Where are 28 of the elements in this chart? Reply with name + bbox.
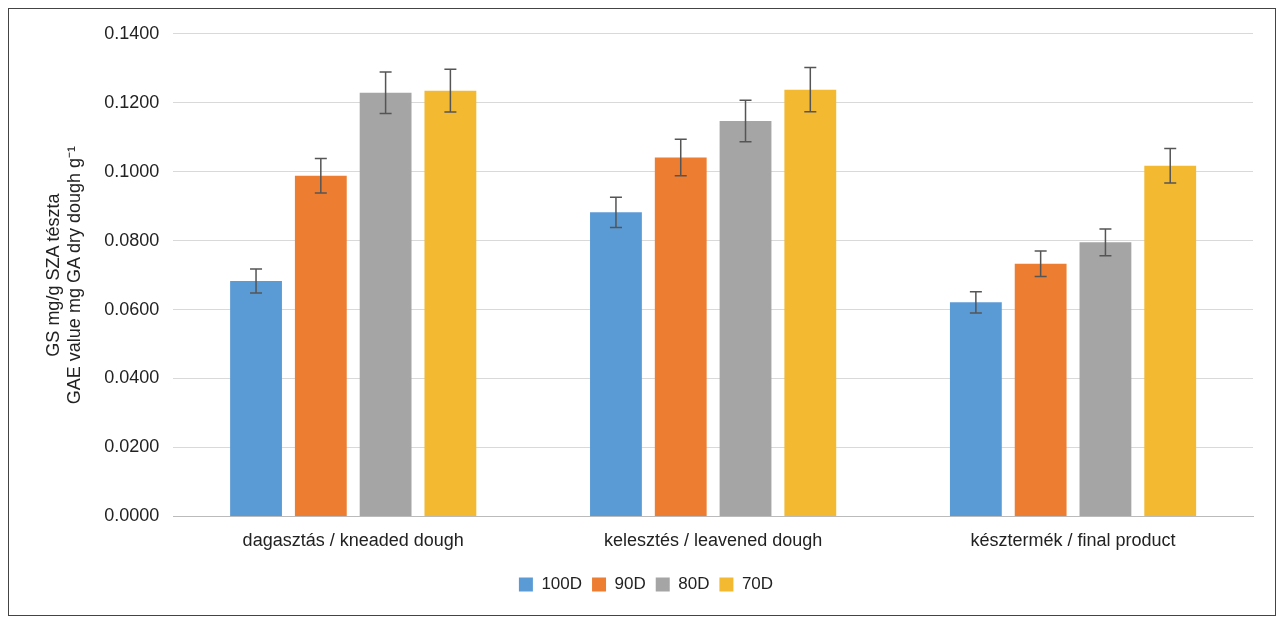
y-tick-label: 0.0400 [104,367,160,388]
bar [719,121,772,516]
y-axis-title: GS mg/g SZA tészta GAE value mg GA dry dough g⁻¹ [42,146,85,405]
legend-label: 90D [614,574,646,594]
y-tick-label: 0.0000 [104,505,160,526]
y-tick-label: 0.0800 [104,229,160,250]
bar [1014,263,1067,516]
legend-label: 80D [678,574,710,594]
bar [230,280,282,516]
y-tick-label: 0.1400 [104,22,160,43]
bar [590,212,642,516]
bar [949,302,1002,516]
bar [1079,242,1132,516]
bar [784,89,837,516]
y-tick-label: 0.1000 [104,160,160,181]
x-tick-label: késztermék / final product [970,530,1176,551]
legend-label: 100D [541,574,583,594]
bar [654,157,707,516]
y-tick-label: 0.1200 [104,91,160,112]
bar [424,90,477,516]
bar [359,92,412,516]
legend-label: 70D [741,574,774,594]
x-tick-label: dagasztás / kneaded dough [242,530,464,551]
bar [294,175,347,516]
bar [1144,165,1197,516]
x-tick-label: kelesztés / leavened dough [604,530,823,551]
y-tick-label: 0.0200 [104,436,160,457]
y-tick-label: 0.0600 [104,298,160,319]
